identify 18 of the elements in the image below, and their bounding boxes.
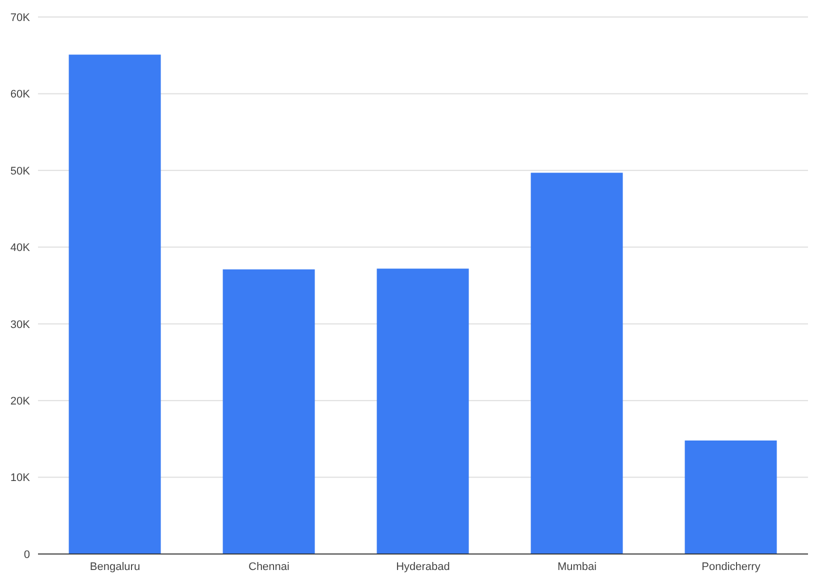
y-tick-label: 20K <box>10 395 31 408</box>
bar <box>684 440 777 554</box>
x-tick-label: Chennai <box>248 560 290 573</box>
x-tick-label: Hyderabad <box>396 560 450 573</box>
y-tick-label: 70K <box>10 12 31 24</box>
x-tick-label: Mumbai <box>557 560 597 573</box>
bar <box>376 268 469 554</box>
y-tick-label: 50K <box>10 165 31 178</box>
x-tick-label: Pondicherry <box>702 560 761 573</box>
y-tick-label: 30K <box>10 318 31 331</box>
bar <box>530 172 623 554</box>
y-tick-label: 40K <box>10 242 31 254</box>
y-tick-label: 0 <box>24 548 30 561</box>
x-tick-label: Bengaluru <box>90 560 140 573</box>
y-tick-label: 60K <box>10 88 31 101</box>
bar <box>68 54 161 554</box>
y-tick-label: 10K <box>10 472 31 484</box>
bar <box>222 269 315 554</box>
